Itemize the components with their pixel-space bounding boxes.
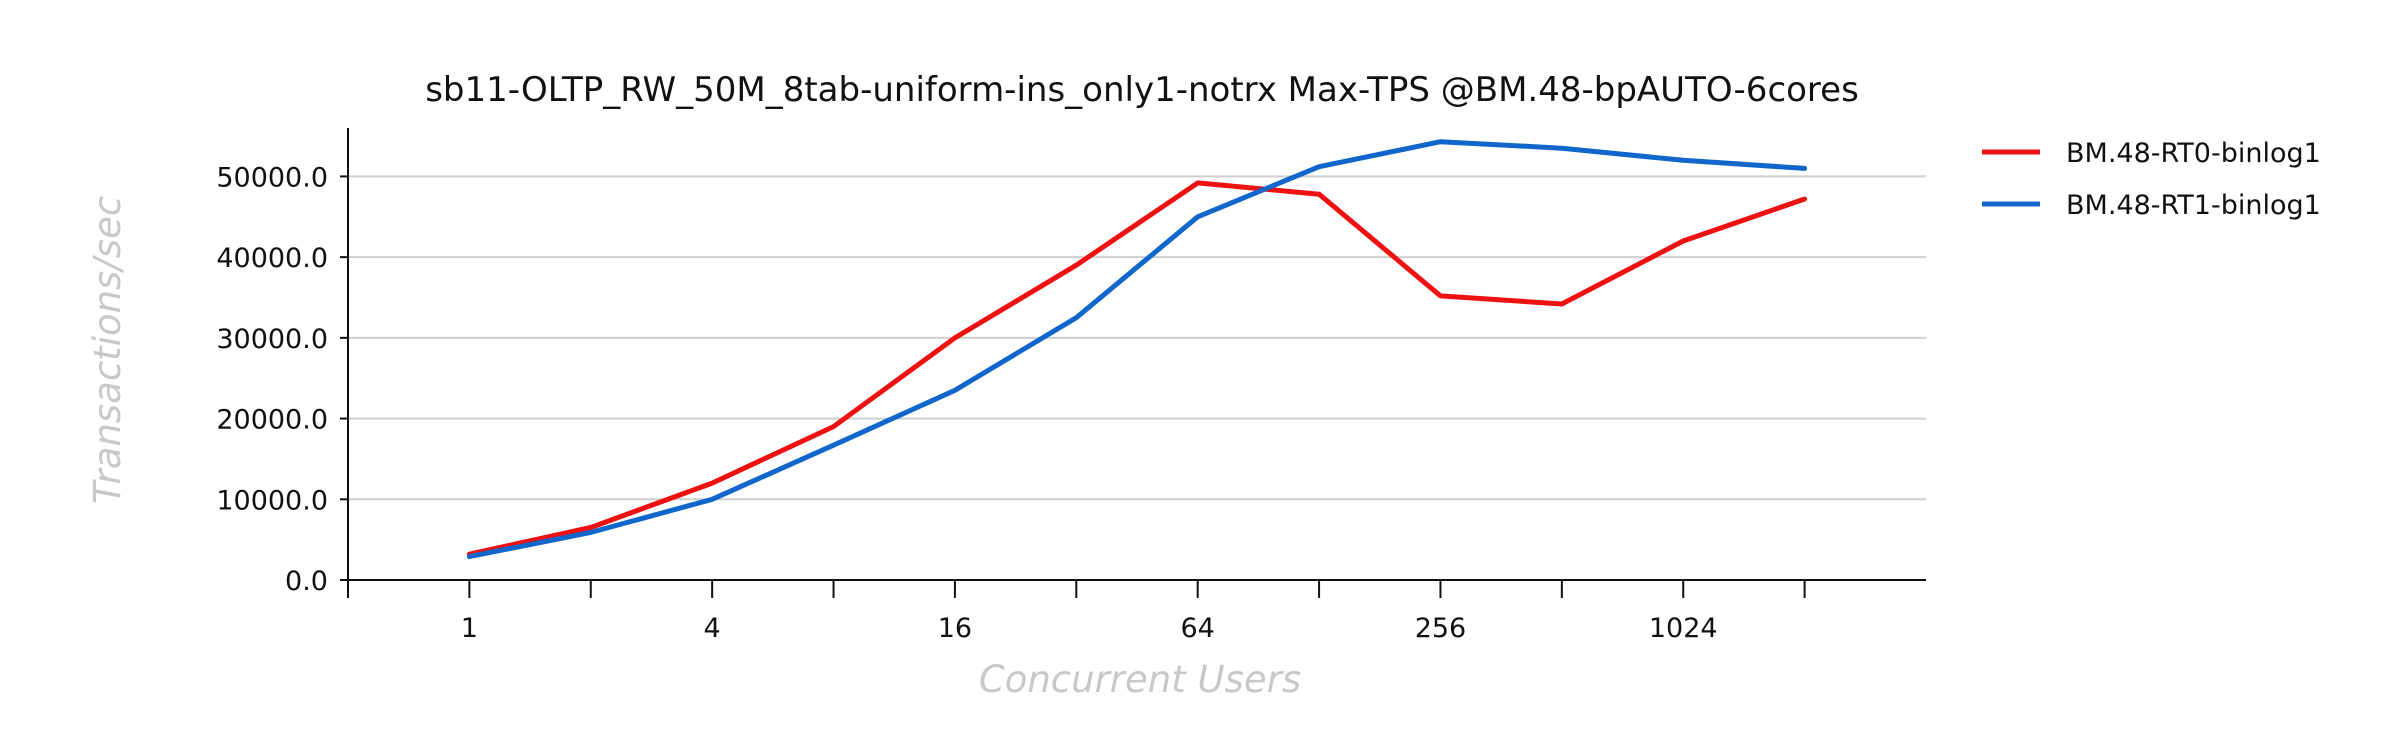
y-tick-label: 0.0: [285, 566, 328, 597]
legend-label: BM.48-RT0-binlog1: [2066, 138, 2321, 169]
x-tick-label: 1: [461, 613, 478, 644]
axes: [347, 128, 1926, 581]
x-tick-label: 4: [704, 613, 721, 644]
x-tick-label: 64: [1181, 613, 1215, 644]
y-tick-label: 30000.0: [216, 324, 328, 355]
legend: BM.48-RT0-binlog1 BM.48-RT1-binlog1: [1982, 138, 2321, 221]
series-line-bm-48-rt1-binlog1: [466, 139, 1808, 560]
grid-lines: [348, 175, 1926, 501]
series-lines: [466, 139, 1808, 560]
y-ticks: 0.0 10000.0 20000.0 30000.0 40000.0 50000.0: [216, 162, 348, 597]
y-tick-label: 50000.0: [216, 162, 328, 193]
series-line-bm-48-rt0-binlog1: [466, 180, 1808, 557]
legend-label: BM.48-RT1-binlog1: [2066, 190, 2321, 221]
y-tick-label: 20000.0: [216, 405, 328, 436]
x-tick-label: 1024: [1649, 613, 1718, 644]
y-axis-label: Transactions/sec: [86, 196, 129, 504]
y-tick-label: 10000.0: [216, 485, 328, 516]
x-axis-label: Concurrent Users: [979, 658, 1301, 701]
chart-title: sb11-OLTP_RW_50M_8tab-uniform-ins_only1-…: [425, 70, 1859, 110]
x-tick-label: 16: [938, 613, 972, 644]
y-tick-label: 40000.0: [216, 243, 328, 274]
x-tick-label: 256: [1415, 613, 1467, 644]
x-ticks: 1 4 16 64 256 1024: [347, 580, 1806, 644]
